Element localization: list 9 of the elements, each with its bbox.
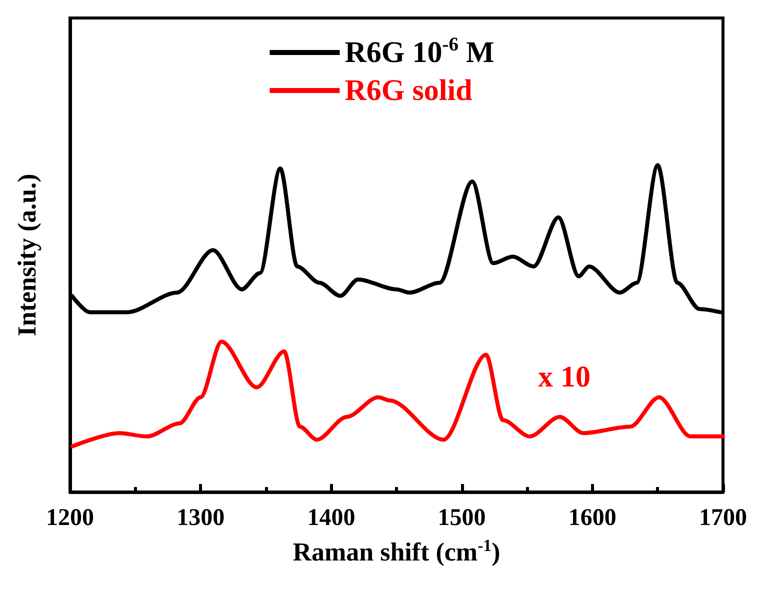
x-tick-label: 1500 xyxy=(438,505,486,531)
x-tick-label: 1300 xyxy=(176,505,225,531)
legend-label: R6G solid xyxy=(344,74,473,107)
x-tick-label: 1200 xyxy=(46,505,94,531)
x-tick-label: 1600 xyxy=(568,505,616,531)
annotation: x 10 xyxy=(538,360,590,394)
x-tick-label: 1400 xyxy=(307,505,356,531)
x-tick-label: 1700 xyxy=(699,505,747,531)
y-axis-title: Intensity (a.u.) xyxy=(12,174,42,336)
